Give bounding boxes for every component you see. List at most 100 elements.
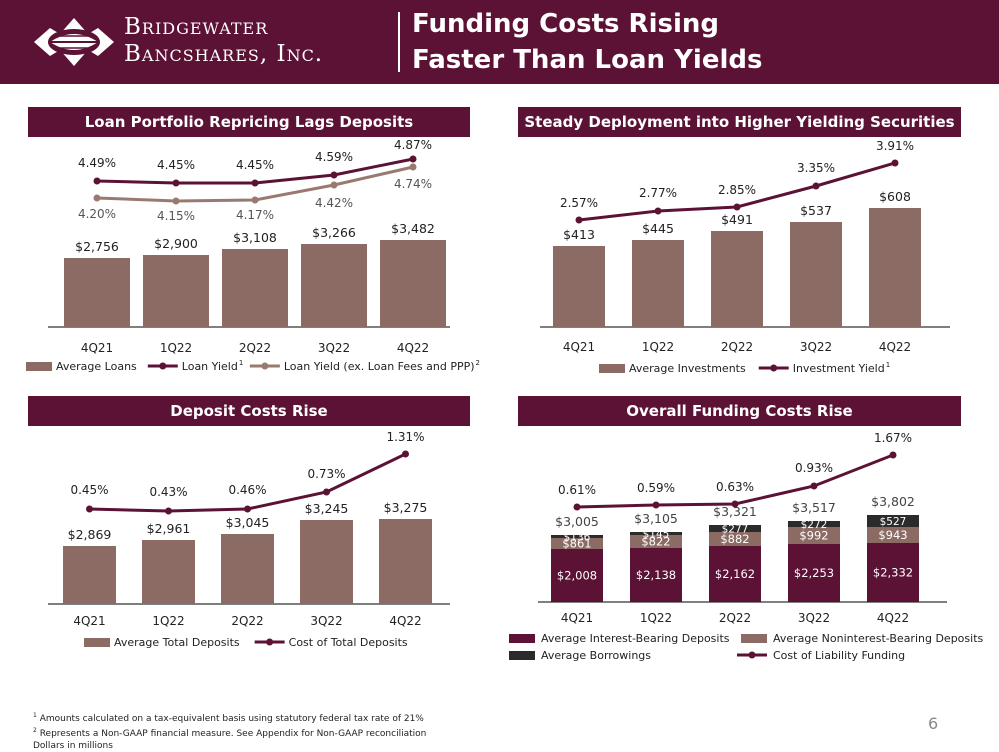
funding-bar-label-0-3Q22: $2,253 (794, 566, 834, 580)
securities-line-0-label-4Q22: 3.91% (876, 140, 914, 153)
securities-tick-label-3Q22: 3Q22 (800, 340, 832, 354)
securities-bar-2Q22 (711, 231, 763, 327)
funding-bar-label-1-2Q22: $882 (720, 532, 749, 546)
funding-total-label-4Q21: $3,005 (555, 514, 599, 529)
panel-title-loans: Loan Portfolio Repricing Lags Deposits (28, 107, 470, 137)
funding-bar-0-3Q22 (788, 544, 840, 602)
deposits-line-0-point-1Q22 (165, 507, 172, 515)
securities-line-0-label-4Q21: 2.57% (560, 196, 598, 210)
funding-line-0-point-1Q22 (652, 501, 660, 509)
funding-bar-2-3Q22 (788, 521, 840, 527)
securities-bar-4Q22 (869, 208, 921, 327)
deposits-bar-3Q22 (300, 520, 353, 604)
securities-bar-label-1Q22: $445 (642, 221, 674, 236)
funding-bar-0-2Q22 (709, 546, 761, 602)
loans-legend-label-2: Loan Yield (ex. Loan Fees and PPP) (284, 360, 475, 373)
title-line1: Funding Costs Rising (412, 9, 719, 39)
funding-line-0-label-3Q22: 0.93% (795, 461, 833, 475)
securities-bar-3Q22 (790, 222, 842, 327)
securities-bar-4Q21 (553, 246, 605, 327)
securities-bar-label-2Q22: $491 (721, 212, 753, 227)
loans-line-1-point-2Q22 (251, 196, 259, 204)
loans-line-1-label-2Q22: 4.17% (236, 208, 274, 222)
funding-bar-label-2-4Q22: $527 (880, 516, 907, 528)
loans-line-1-label-3Q22: 4.42% (315, 196, 353, 210)
page-number: 6 (928, 714, 939, 733)
securities-legend-label-1: Investment Yield (793, 362, 885, 375)
securities-legend-sup-1: 1 (886, 361, 890, 369)
title-line2: Faster Than Loan Yields (412, 45, 763, 75)
deposits-line-0-label-2Q22: 0.46% (228, 483, 266, 497)
loans-legend-marker-2 (261, 362, 269, 370)
funding-bar-2-1Q22 (630, 532, 682, 535)
loans-line-0-point-4Q21 (93, 177, 101, 185)
funding-bar-2-2Q22 (709, 525, 761, 532)
funding-line-0-label-4Q22: 1.67% (874, 431, 912, 445)
securities-line-0-label-3Q22: 3.35% (797, 161, 835, 175)
funding-bar-label-0-2Q22: $2,162 (715, 567, 755, 581)
securities-line-0-label-1Q22: 2.77% (639, 186, 677, 200)
deposits-tick-label-4Q21: 4Q21 (73, 614, 105, 628)
funding-bar-label-2-1Q22: $145 (643, 529, 670, 541)
loans-bar-label-4Q22: $3,482 (391, 221, 435, 236)
funding-bar-label-2-4Q21: $136 (564, 532, 591, 544)
brand-line2: Bancshares, Inc. (124, 41, 324, 67)
deposits-tick-label-1Q22: 1Q22 (152, 614, 184, 628)
footnote-3: Dollars in millions (33, 741, 113, 751)
loans-bar-label-2Q22: $3,108 (233, 230, 277, 245)
loans-bar-4Q21 (64, 258, 130, 327)
deposits-line-0-point-2Q22 (244, 505, 251, 513)
deposits-tick-label-3Q22: 3Q22 (310, 614, 342, 628)
loans-line-0-point-3Q22 (330, 171, 338, 179)
funding-legend-label-1: Average Noninterest-Bearing Deposits (773, 632, 984, 645)
funding-total-label-3Q22: $3,517 (792, 500, 836, 515)
loans-bar-label-4Q21: $2,756 (75, 239, 119, 254)
funding-bar-label-0-4Q22: $2,332 (873, 566, 913, 580)
loans-line-0-label-4Q21: 4.49% (78, 156, 116, 170)
deposits-line-0-label-4Q21: 0.45% (70, 483, 108, 497)
brand-name: Bridgewater Bancshares, Inc. (124, 14, 323, 68)
funding-legend-marker-3 (748, 651, 756, 659)
footnote-2: 2 Represents a Non-GAAP financial measur… (33, 727, 427, 739)
funding-bar-1-3Q22 (788, 527, 840, 544)
footnotes: 1 Amounts calculated on a tax-equivalent… (33, 710, 426, 752)
securities-legend-marker-1 (770, 364, 778, 372)
loans-line-0-point-2Q22 (251, 179, 259, 187)
loans-bar-2Q22 (222, 249, 288, 327)
loans-legend-swatch-0 (26, 362, 52, 371)
funding-bar-0-4Q21 (551, 549, 603, 602)
deposits-tick-label-4Q22: 4Q22 (389, 614, 421, 628)
deposits-legend-label-1: Cost of Total Deposits (289, 636, 408, 649)
brand-line1: Bridgewater (124, 14, 269, 40)
deposits-line-0-label-3Q22: 0.73% (307, 467, 345, 481)
funding-line-0-point-4Q22 (889, 451, 897, 459)
funding-legend-swatch-0 (509, 634, 535, 643)
funding-tick-label-4Q21: 4Q21 (561, 611, 593, 625)
funding-bar-label-2-3Q22: $272 (801, 519, 828, 531)
deposits-line-0-point-3Q22 (323, 488, 330, 496)
loans-legend-label-0: Average Loans (56, 360, 137, 373)
loans-tick-label-4Q22: 4Q22 (397, 341, 429, 355)
loans-tick-label-2Q22: 2Q22 (239, 341, 271, 355)
funding-tick-label-4Q22: 4Q22 (877, 611, 909, 625)
securities-tick-label-4Q22: 4Q22 (879, 340, 911, 354)
deposits-bar-label-2Q22: $3,045 (226, 515, 270, 530)
securities-line-0-point-4Q22 (891, 159, 899, 167)
deposits-bar-4Q21 (63, 546, 116, 604)
loans-bar-3Q22 (301, 244, 367, 327)
panel-title-funding: Overall Funding Costs Rise (518, 396, 961, 426)
deposits-bar-label-4Q21: $2,869 (68, 527, 112, 542)
deposits-legend-label-0: Average Total Deposits (114, 636, 240, 649)
loans-line-0-label-4Q22: 4.87% (394, 140, 432, 152)
loans-line-1-label-4Q22: 4.74% (394, 177, 432, 191)
deposits-legend-marker-1 (266, 638, 274, 646)
securities-bar-label-4Q21: $413 (563, 227, 595, 242)
panel-title-deposits: Deposit Costs Rise (28, 396, 470, 426)
deposits-bar-1Q22 (142, 540, 195, 604)
loans-chart: $2,756 4Q21 $2,900 1Q22 $3,108 2Q22 $3,266 3Q22… (26, 140, 480, 373)
funding-line-0-point-4Q21 (573, 503, 581, 511)
loans-line-0-point-1Q22 (172, 179, 180, 187)
funding-tick-label-1Q22: 1Q22 (640, 611, 672, 625)
deposits-line-0-label-4Q22: 1.31% (386, 430, 424, 444)
funding-bar-label-1-3Q22: $992 (799, 529, 828, 543)
